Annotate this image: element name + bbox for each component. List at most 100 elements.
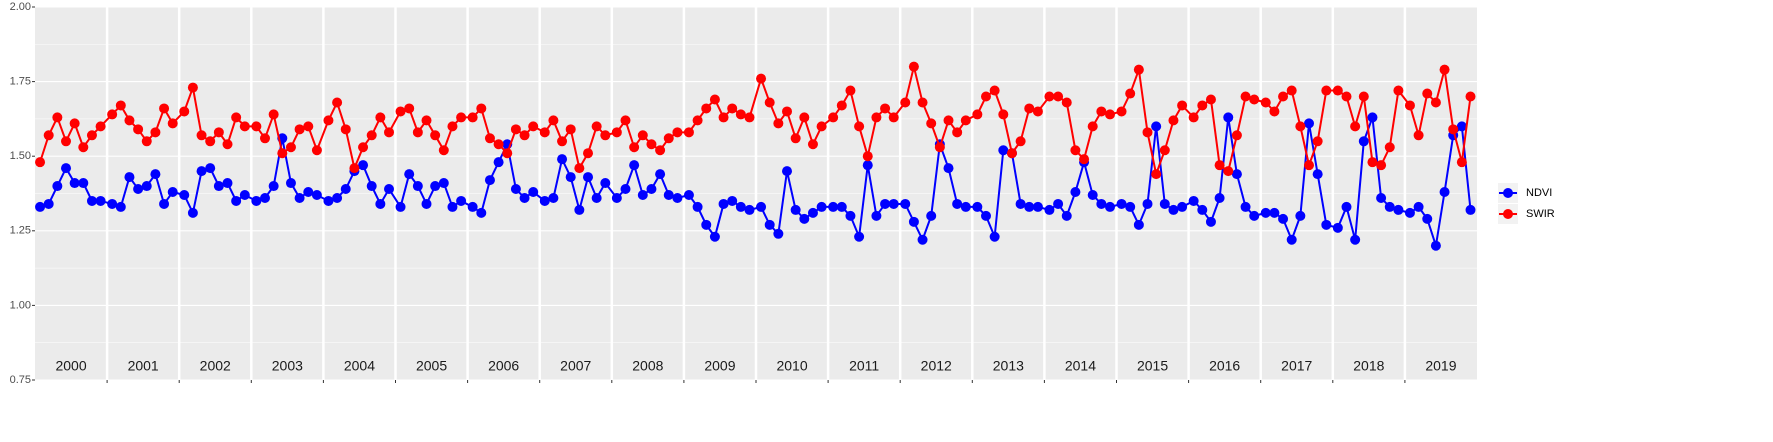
data-point <box>1168 204 1179 215</box>
data-point <box>1384 142 1395 153</box>
data-point <box>1393 85 1404 96</box>
panel-label: 2014 <box>1065 358 1096 374</box>
data-point <box>692 115 703 126</box>
panel-label: 2009 <box>704 358 735 374</box>
data-point <box>701 219 712 230</box>
data-point <box>620 184 631 195</box>
data-point <box>1278 91 1289 102</box>
data-point <box>943 115 954 126</box>
data-point <box>1286 234 1297 245</box>
data-point <box>303 121 314 132</box>
data-point <box>1367 157 1378 168</box>
data-point <box>862 151 873 162</box>
data-point <box>1015 198 1026 209</box>
data-point <box>1260 97 1271 108</box>
data-point <box>395 106 406 117</box>
data-point <box>807 139 818 150</box>
data-point <box>1295 210 1306 221</box>
data-point <box>332 192 343 203</box>
data-point <box>187 207 198 218</box>
data-point <box>412 127 423 138</box>
data-point <box>52 112 63 123</box>
data-point <box>159 198 170 209</box>
data-point <box>395 201 406 212</box>
data-point <box>1053 198 1064 209</box>
data-point <box>1376 160 1387 171</box>
data-point <box>1053 91 1064 102</box>
data-point <box>61 163 72 174</box>
data-point <box>438 145 449 156</box>
data-point <box>1249 94 1260 105</box>
data-point <box>637 130 648 141</box>
data-point <box>1096 106 1107 117</box>
data-point <box>1240 201 1251 212</box>
data-point <box>179 106 190 117</box>
data-point <box>61 136 72 147</box>
data-point <box>917 234 928 245</box>
data-point <box>539 195 550 206</box>
data-point <box>744 204 755 215</box>
data-point <box>611 192 622 203</box>
data-point <box>1465 204 1476 215</box>
data-point <box>672 192 683 203</box>
data-point <box>1188 112 1199 123</box>
data-point <box>1384 201 1395 212</box>
data-point <box>1358 136 1369 147</box>
data-point <box>1332 222 1343 233</box>
data-point <box>115 201 126 212</box>
legend-label: NDVI <box>1526 187 1552 199</box>
data-point <box>972 201 983 212</box>
data-point <box>528 121 539 132</box>
data-point <box>1456 121 1467 132</box>
data-point <box>1350 234 1361 245</box>
data-point <box>268 181 279 192</box>
data-point <box>683 189 694 200</box>
panel-label: 2001 <box>128 358 159 374</box>
y-tick-label: 1.25 <box>10 225 31 237</box>
data-point <box>1168 115 1179 126</box>
data-point <box>574 163 585 174</box>
data-point <box>672 127 683 138</box>
data-point <box>989 231 1000 242</box>
data-point <box>871 112 882 123</box>
data-point <box>1240 91 1251 102</box>
data-point <box>565 172 576 183</box>
data-point <box>836 201 847 212</box>
data-point <box>735 201 746 212</box>
data-point <box>86 195 97 206</box>
data-point <box>519 130 530 141</box>
data-point <box>1286 85 1297 96</box>
data-point <box>854 121 865 132</box>
data-point <box>926 210 937 221</box>
series-line <box>39 66 1472 178</box>
data-point <box>519 192 530 203</box>
data-point <box>980 210 991 221</box>
panel-label: 2003 <box>272 358 303 374</box>
data-point <box>709 94 720 105</box>
data-point <box>1214 192 1225 203</box>
data-point <box>934 142 945 153</box>
data-point <box>1061 210 1072 221</box>
data-point <box>115 100 126 111</box>
y-tick-label: 1.75 <box>10 76 31 88</box>
data-point <box>150 127 161 138</box>
data-point <box>1422 213 1433 224</box>
data-point <box>1205 216 1216 227</box>
data-point <box>141 181 152 192</box>
data-point <box>384 184 395 195</box>
panel-label: 2007 <box>560 358 591 374</box>
data-point <box>493 139 504 150</box>
panel-label: 2010 <box>776 358 807 374</box>
data-point <box>447 201 458 212</box>
data-point <box>908 216 919 227</box>
data-point <box>447 121 458 132</box>
data-point <box>95 195 106 206</box>
legend-label: SWIR <box>1526 208 1555 220</box>
data-point <box>43 130 54 141</box>
data-point <box>69 178 80 189</box>
data-point <box>900 198 911 209</box>
data-point <box>438 178 449 189</box>
data-point <box>1304 160 1315 171</box>
data-point <box>989 85 1000 96</box>
data-point <box>1350 121 1361 132</box>
